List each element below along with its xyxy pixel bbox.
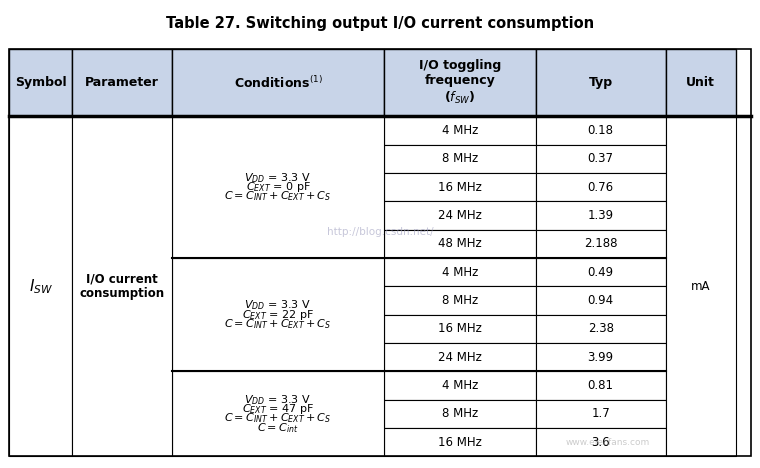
Text: $C_{EXT}$ = 47 pF: $C_{EXT}$ = 47 pF (242, 402, 314, 416)
Text: Symbol: Symbol (15, 76, 66, 89)
Text: $C = C_{int}$: $C = C_{int}$ (257, 421, 299, 435)
Text: $V_{DD}$ = 3.3 V: $V_{DD}$ = 3.3 V (245, 393, 312, 407)
Text: 1.39: 1.39 (587, 209, 614, 222)
Text: 1.7: 1.7 (591, 407, 610, 420)
Text: $V_{DD}$ = 3.3 V: $V_{DD}$ = 3.3 V (245, 171, 312, 185)
Text: 8 MHz: 8 MHz (442, 407, 478, 420)
Text: http://blog.csdn.net/: http://blog.csdn.net/ (327, 227, 433, 237)
Text: 0.76: 0.76 (587, 181, 614, 194)
Text: 4 MHz: 4 MHz (442, 266, 478, 278)
Text: 16 MHz: 16 MHz (438, 181, 482, 194)
Text: 8 MHz: 8 MHz (442, 152, 478, 165)
Text: 16 MHz: 16 MHz (438, 436, 482, 449)
Text: 4 MHz: 4 MHz (442, 124, 478, 137)
Text: 2.38: 2.38 (587, 322, 613, 335)
Text: I/O toggling
frequency
($f_{SW}$): I/O toggling frequency ($f_{SW}$) (419, 59, 501, 106)
Text: 8 MHz: 8 MHz (442, 294, 478, 307)
Text: $I_{SW}$: $I_{SW}$ (29, 277, 52, 296)
Text: 3.99: 3.99 (587, 351, 614, 364)
Text: 0.18: 0.18 (587, 124, 613, 137)
Text: 2.188: 2.188 (584, 237, 617, 250)
Text: 0.81: 0.81 (587, 379, 613, 392)
Text: mA: mA (691, 280, 711, 293)
Text: Parameter: Parameter (85, 76, 159, 89)
Text: 3.6: 3.6 (591, 436, 610, 449)
Text: 48 MHz: 48 MHz (438, 237, 482, 250)
Text: 0.37: 0.37 (587, 152, 613, 165)
Text: Unit: Unit (686, 76, 715, 89)
Text: $C = C_{INT} + C_{EXT}+ C_S$: $C = C_{INT} + C_{EXT}+ C_S$ (224, 190, 331, 204)
Text: Table 27. Switching output I/O current consumption: Table 27. Switching output I/O current c… (166, 16, 594, 31)
Text: Typ: Typ (588, 76, 613, 89)
Text: $C_{EXT}$ = 22 pF: $C_{EXT}$ = 22 pF (242, 307, 314, 322)
Text: 4 MHz: 4 MHz (442, 379, 478, 392)
Text: Conditions$^{(1)}$: Conditions$^{(1)}$ (233, 75, 322, 91)
Text: 24 MHz: 24 MHz (438, 351, 482, 364)
Text: www.elecfans.com: www.elecfans.com (566, 438, 650, 447)
Text: $C_{EXT}$ = 0 pF: $C_{EXT}$ = 0 pF (245, 180, 310, 194)
Text: $C = C_{INT} + C_{EXT}+ C_S$: $C = C_{INT} + C_{EXT}+ C_S$ (224, 411, 331, 425)
Text: $C = C_{INT} + C_{EXT}+ C_S$: $C = C_{INT} + C_{EXT}+ C_S$ (224, 317, 331, 331)
Text: 0.49: 0.49 (587, 266, 614, 278)
Text: $V_{DD}$ = 3.3 V: $V_{DD}$ = 3.3 V (245, 299, 312, 312)
Text: I/O current
consumption: I/O current consumption (80, 272, 165, 300)
Text: 24 MHz: 24 MHz (438, 209, 482, 222)
Text: 16 MHz: 16 MHz (438, 322, 482, 335)
Text: 0.94: 0.94 (587, 294, 614, 307)
